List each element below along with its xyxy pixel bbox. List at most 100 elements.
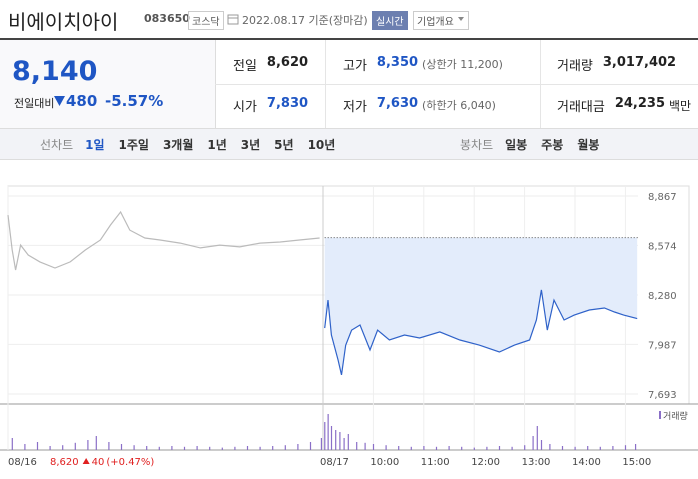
down-arrow [54, 96, 65, 106]
volume-bar [309, 442, 312, 450]
volume-bar [95, 436, 97, 450]
tab[interactable]: 5년 [274, 138, 294, 152]
volume-bar [335, 430, 337, 450]
volume-bar [133, 445, 135, 450]
stat-value: 3,017,402 [602, 55, 677, 70]
volume-bar [599, 446, 601, 450]
volume-legend: 거래량 [663, 410, 688, 422]
footer-change: 40 [92, 457, 105, 468]
volume-bar [196, 446, 198, 450]
volume-bar [532, 436, 534, 450]
tab-label: 선차트 [40, 138, 74, 152]
price: 8,140 [12, 56, 98, 87]
x-tick-label: 12:00 [471, 457, 500, 468]
stat-value: 7,630 [376, 96, 419, 111]
tab[interactable]: 주봉 [541, 138, 564, 152]
quote-panel [0, 40, 216, 128]
x-tick-label: 11:00 [421, 457, 450, 468]
volume-bar [587, 446, 589, 450]
volume-bar [486, 446, 488, 450]
stat-note: (하한가 6,040) [422, 99, 496, 112]
volume-bar [209, 446, 211, 450]
area-fill [324, 237, 638, 375]
volume-bar [347, 434, 349, 450]
dropdown-arrow [458, 17, 464, 21]
row-divider [215, 84, 698, 85]
volume-bar [171, 446, 173, 450]
volume-bar [259, 446, 261, 450]
stock-name: 비에이치아이 [8, 10, 119, 34]
calendar-icon [227, 14, 239, 25]
volume-bar [74, 442, 76, 450]
volume-bar [327, 414, 329, 450]
y-tick-label: 8,867 [648, 192, 677, 203]
volume-bar [36, 442, 39, 450]
volume-bar [461, 446, 463, 450]
x-tick-label: 08/17 [320, 457, 349, 468]
stat-label: 전일 [233, 59, 257, 74]
volume-bar [272, 446, 274, 450]
volume-bar [634, 444, 637, 450]
volume-bar [624, 445, 627, 450]
volume-bar [234, 446, 236, 450]
x-tick-label: 14:00 [572, 457, 601, 468]
stock-code: 083650 [144, 12, 190, 25]
volume-bar [536, 426, 538, 450]
company-button[interactable]: 기업개요 [413, 11, 469, 30]
volume-legend-swatch [659, 411, 661, 419]
stat-value: 8,350 [376, 55, 419, 70]
volume-bar [183, 446, 186, 450]
tab[interactable]: 1주일 [118, 138, 149, 152]
tab[interactable]: 3개월 [162, 138, 194, 152]
y-tick-label: 7,693 [648, 390, 677, 401]
y-tick-label: 8,280 [648, 291, 677, 302]
stat-label: 고가 [343, 59, 367, 74]
volume-bar [410, 446, 412, 450]
up-arrow [82, 458, 90, 464]
volume-bar [284, 445, 286, 450]
col-divider [540, 40, 541, 128]
volume-bar [343, 438, 345, 450]
volume-bar [24, 444, 26, 450]
volume-bar [612, 446, 614, 450]
date: 2022.08.17 기준(장마감) [242, 14, 368, 27]
x-tick-label: 10:00 [370, 457, 399, 468]
volume-bar [385, 445, 387, 450]
volume-bar [540, 440, 543, 450]
tab[interactable]: 3년 [240, 138, 261, 152]
x-tick-label: 13:00 [522, 457, 551, 468]
market-badge: 코스닥 [188, 11, 224, 30]
y-tick-label: 8,574 [648, 241, 677, 252]
volume-bar [549, 444, 551, 450]
change-label: 전일대비 [14, 97, 55, 110]
volume-bar [320, 438, 323, 450]
stat-label: 거래량 [557, 59, 593, 74]
x-tick-label: 15:00 [622, 457, 651, 468]
volume-bar [221, 447, 223, 450]
realtime-badge[interactable]: 실시간 [372, 11, 408, 30]
volume-bar [158, 446, 160, 450]
volume-bar [120, 444, 123, 450]
volume-bar [246, 446, 249, 450]
volume-bar [448, 446, 450, 450]
col-divider [325, 40, 326, 128]
volume-bar [87, 440, 89, 450]
tab-label: 봉차트 [460, 138, 494, 152]
tab[interactable]: 10년 [307, 138, 336, 152]
tab[interactable]: 1년 [207, 138, 227, 152]
volume-bar [146, 446, 148, 450]
tab[interactable]: 일봉 [505, 138, 528, 152]
stat-value: 7,830 [266, 96, 309, 111]
volume-bar [330, 426, 333, 450]
stat-note: (상한가 11,200) [422, 58, 503, 71]
volume-bar [62, 445, 64, 450]
volume-bar [398, 446, 400, 450]
price-line [7, 210, 320, 271]
stat-value: 8,620 [266, 55, 309, 70]
tab[interactable]: 월봉 [577, 138, 600, 152]
tab[interactable]: 1일 [85, 138, 105, 152]
x-tick-label: 08/16 [8, 457, 37, 468]
volume-bar [574, 446, 576, 450]
top-rule [0, 38, 698, 40]
